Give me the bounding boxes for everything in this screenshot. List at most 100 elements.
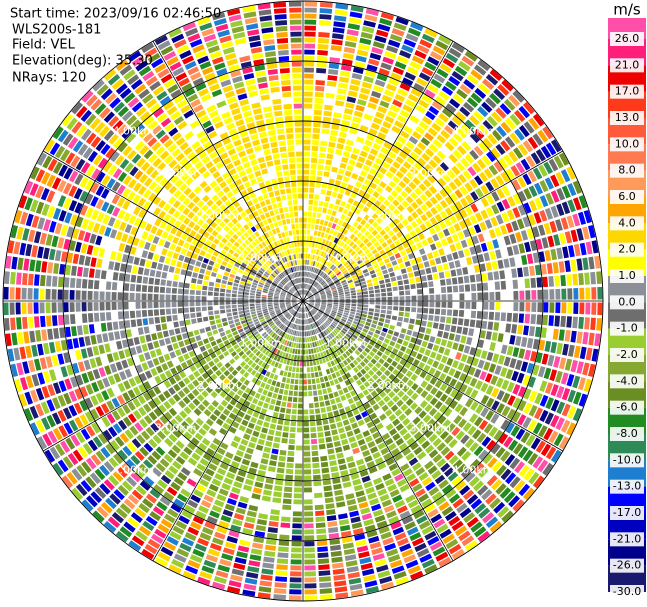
- range-gate: [322, 419, 329, 425]
- range-gate: [103, 460, 115, 473]
- range-gate: [246, 408, 254, 416]
- range-gate: [283, 492, 292, 499]
- range-gate: [238, 340, 245, 347]
- range-gate: [424, 189, 433, 199]
- range-gate: [351, 274, 358, 279]
- range-gate: [567, 389, 576, 403]
- range-gate: [400, 130, 410, 139]
- range-gate: [282, 352, 286, 358]
- range-gate: [307, 330, 311, 336]
- range-gate: [439, 404, 448, 414]
- range-gate: [314, 492, 323, 499]
- range-gate: [427, 83, 439, 94]
- range-gate: [192, 272, 198, 278]
- range-gate: [142, 520, 155, 532]
- range-gate: [488, 229, 497, 239]
- range-gate: [130, 454, 141, 466]
- range-gate: [292, 517, 302, 523]
- range-gate: [312, 133, 320, 140]
- range-gate: [325, 320, 331, 325]
- range-gate: [465, 398, 474, 408]
- range-gate: [355, 104, 365, 112]
- range-gate: [522, 449, 534, 462]
- range-gate: [352, 67, 364, 75]
- range-gate: [274, 278, 280, 283]
- range-gate: [367, 217, 375, 225]
- range-gate: [57, 409, 67, 423]
- range-gate: [264, 314, 270, 318]
- range-gate: [573, 345, 581, 359]
- range-gate: [96, 506, 109, 519]
- range-gate: [555, 288, 561, 300]
- range-gate: [435, 257, 442, 265]
- range-gate: [236, 389, 244, 396]
- range-gate: [309, 421, 316, 427]
- range-gate: [235, 365, 243, 372]
- range-gate: [438, 90, 450, 101]
- range-gate: [512, 313, 519, 323]
- range-gate: [47, 205, 56, 218]
- range-gate: [304, 67, 314, 73]
- range-gate: [148, 411, 158, 421]
- range-gate: [420, 390, 429, 399]
- range-gate: [330, 346, 336, 353]
- range-gate: [51, 235, 59, 248]
- range-gate: [335, 199, 341, 206]
- range-gate: [293, 293, 298, 298]
- range-gate: [570, 359, 578, 373]
- range-gate: [247, 253, 254, 259]
- range-gate: [201, 306, 207, 312]
- range-gate: [251, 268, 258, 274]
- range-gate: [117, 106, 129, 118]
- range-gate: [332, 118, 341, 125]
- range-gate: [332, 435, 340, 442]
- range-gate: [228, 466, 238, 474]
- range-gate: [238, 350, 245, 357]
- range-gate: [536, 277, 543, 288]
- range-gate: [307, 305, 312, 310]
- range-gate: [318, 311, 323, 315]
- range-gate: [317, 206, 323, 213]
- range-gate: [135, 485, 147, 496]
- range-gate: [424, 503, 436, 513]
- range-gate: [328, 248, 333, 254]
- range-gate: [183, 377, 191, 385]
- range-gate: [191, 278, 197, 284]
- range-gate: [369, 96, 380, 104]
- range-gate: [169, 530, 182, 541]
- range-gate: [104, 365, 112, 376]
- range-gate: [471, 292, 477, 301]
- range-gate: [304, 559, 316, 565]
- range-gate: [517, 386, 527, 398]
- range-gate: [506, 246, 514, 257]
- range-gate: [466, 336, 473, 346]
- range-gate: [196, 209, 204, 218]
- range-gate: [405, 559, 419, 569]
- range-gate: [336, 501, 346, 508]
- range-gate: [440, 316, 446, 323]
- range-gate: [319, 401, 325, 407]
- range-gate: [29, 183, 39, 197]
- range-gate: [395, 437, 405, 446]
- range-gate: [409, 151, 419, 161]
- range-gate: [544, 382, 554, 395]
- range-gate: [402, 273, 408, 280]
- range-gate: [377, 442, 386, 450]
- range-gate: [333, 297, 339, 300]
- range-gate: [281, 280, 286, 285]
- range-gate: [198, 505, 209, 514]
- range-gate: [247, 320, 254, 325]
- range-gate: [389, 352, 396, 360]
- range-gate: [101, 201, 110, 212]
- range-gate: [278, 413, 285, 419]
- range-gate: [481, 155, 492, 166]
- range-gate: [269, 372, 275, 379]
- range-gate: [153, 185, 163, 195]
- range-gate: [525, 290, 531, 300]
- range-gate: [363, 192, 371, 200]
- range-gate: [333, 304, 339, 307]
- range-gate: [397, 213, 405, 221]
- range-gate: [250, 336, 256, 342]
- range-gate: [356, 231, 363, 238]
- range-gate: [424, 148, 435, 158]
